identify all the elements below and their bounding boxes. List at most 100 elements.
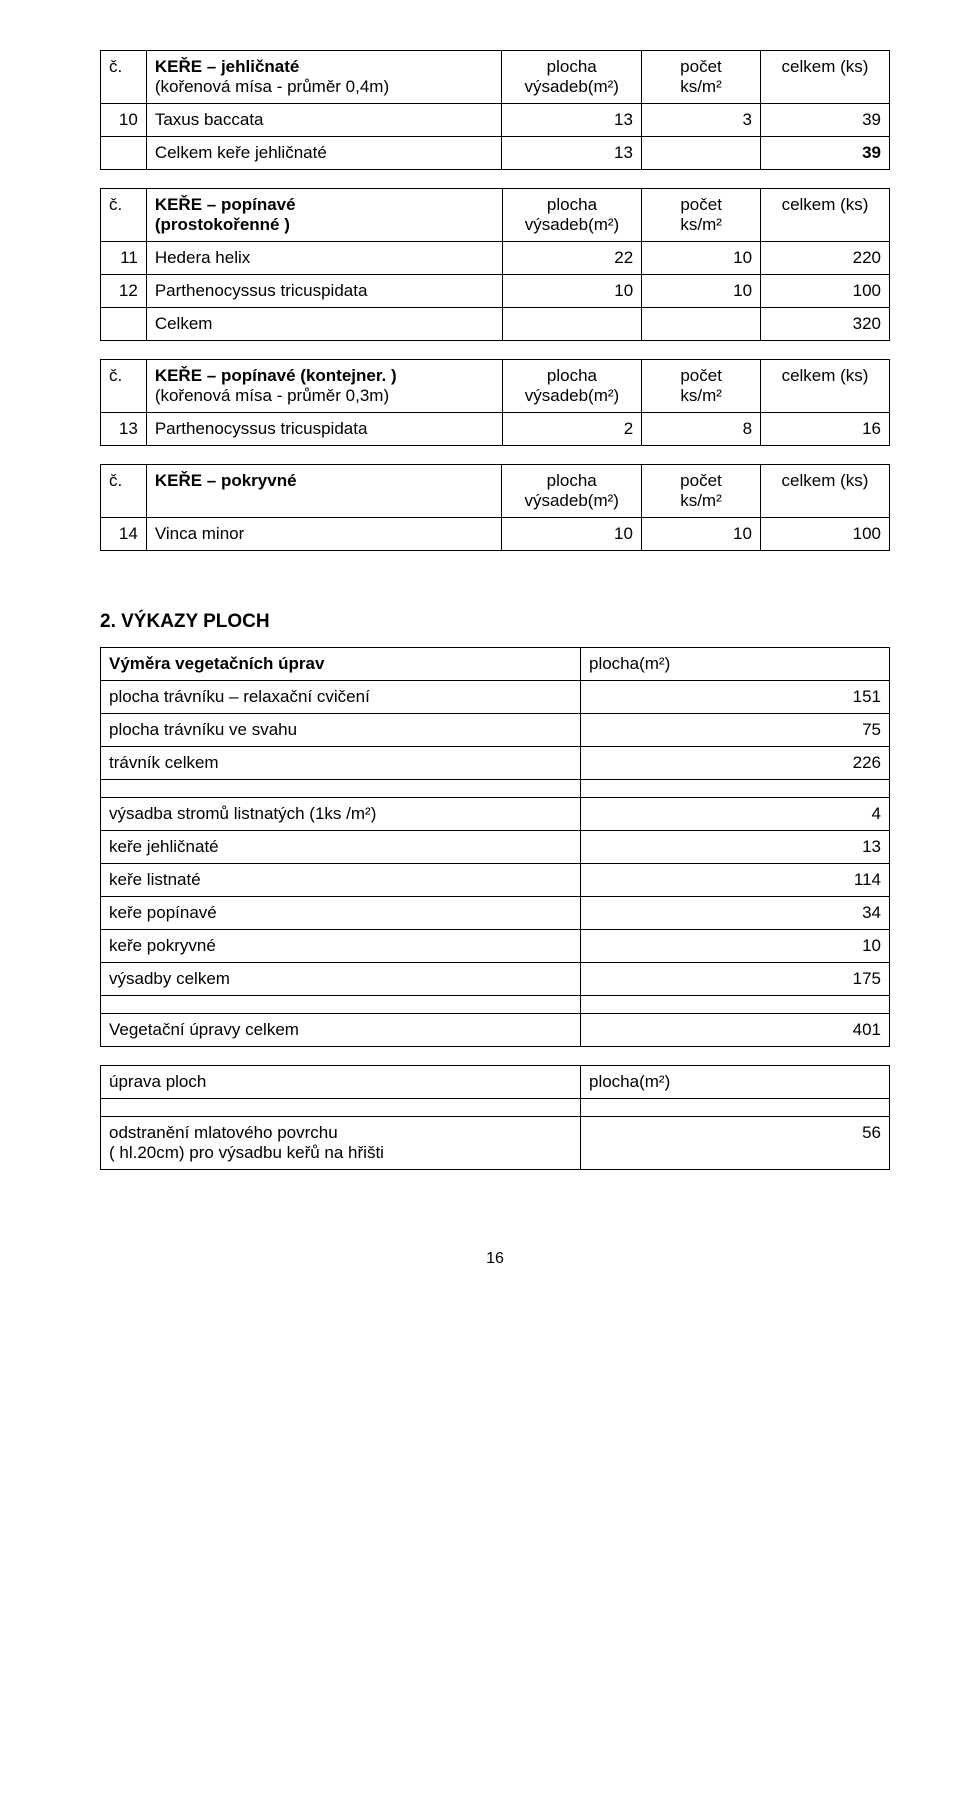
cell-name-line2: ( hl.20cm) pro výsadbu keřů na hřišti [109,1143,384,1162]
col-header-plocha: plocha výsadeb(m²) [502,51,642,104]
cell-name: keře jehličnaté [101,831,581,864]
cell-a [502,308,641,341]
cell-b: 3 [641,104,760,137]
cell-num: 13 [101,413,147,446]
cell-a: 10 [502,275,641,308]
col-header-pocet: počet ks/m² [641,51,760,104]
cell-val: 401 [581,1014,890,1047]
header-a1: plocha [547,57,597,76]
cell-num: 12 [101,275,147,308]
cell-c: 39 [760,104,889,137]
cell-b: 10 [642,242,761,275]
header-name-bold: KEŘE – popínavé [155,195,296,214]
cell-name: Taxus baccata [146,104,502,137]
cell-c: 100 [760,518,889,551]
section-title-vykazy-ploch: 2. VÝKAZY PLOCH [100,611,890,633]
cell-c: 320 [761,308,890,341]
col-header-plocha: plocha výsadeb(m²) [502,189,641,242]
header-name-bold: KEŘE – popínavé (kontejner. ) [155,366,397,385]
cell-name: plocha trávníku – relaxační cvičení [101,681,581,714]
cell-val: 13 [581,831,890,864]
table-row: 14 Vinca minor 10 10 100 [101,518,890,551]
col-header-plocha: plocha výsadeb(m²) [502,465,642,518]
header-b2: ks/m² [680,215,722,234]
cell-a: 22 [502,242,641,275]
header-a2: výsadeb(m²) [525,215,619,234]
col-header-name: úprava ploch [101,1066,581,1099]
cell-name: Vinca minor [146,518,502,551]
table-row: výsadby celkem175 [101,963,890,996]
cell-name: Celkem [146,308,502,341]
cell-a: 13 [502,137,642,170]
col-header-celkem: celkem (ks) [760,465,889,518]
col-header-celkem: celkem (ks) [761,360,890,413]
table-kere-jehlicnate: č. KEŘE – jehličnaté (kořenová mísa - pr… [100,50,890,170]
table-row-total: Vegetační úpravy celkem401 [101,1014,890,1047]
table-row: 11 Hedera helix 22 10 220 [101,242,890,275]
col-header-pocet: počet ks/m² [641,465,760,518]
col-header-name: Výměra vegetačních úprav [101,648,581,681]
col-header-pocet: počet ks/m² [642,189,761,242]
cell-val: 175 [581,963,890,996]
cell-name: Hedera helix [146,242,502,275]
cell-val: 226 [581,747,890,780]
header-a2: výsadeb(m²) [524,491,618,510]
cell-name: keře pokryvné [101,930,581,963]
cell-c: 220 [761,242,890,275]
cell-val: 56 [581,1117,890,1170]
cell-name: Parthenocyssus tricuspidata [146,275,502,308]
spacer-row [101,780,890,798]
col-header-pocet: počet ks/m² [642,360,761,413]
col-header-val: plocha(m²) [581,1066,890,1099]
cell-name: Vegetační úpravy celkem [101,1014,581,1047]
cell-name: plocha trávníku ve svahu [101,714,581,747]
table-row: odstranění mlatového povrchu ( hl.20cm) … [101,1117,890,1170]
cell-val: 34 [581,897,890,930]
cell-c: 39 [760,137,889,170]
header-b2: ks/m² [680,77,722,96]
header-name-sub: (kořenová mísa - průměr 0,4m) [155,77,389,96]
col-header-num: č. [101,465,147,518]
header-b1: počet [680,57,722,76]
cell-b: 10 [642,275,761,308]
cell-c: 100 [761,275,890,308]
cell-num [101,308,147,341]
table-row: keře jehličnaté13 [101,831,890,864]
cell-val: 10 [581,930,890,963]
cell-name: výsadby celkem [101,963,581,996]
table-vymera-vegetacnich-uprav: Výměra vegetačních úprav plocha(m²) ploc… [100,647,890,1047]
table-row: 12 Parthenocyssus tricuspidata 10 10 100 [101,275,890,308]
col-header-name: KEŘE – pokryvné [146,465,502,518]
col-header-val: plocha(m²) [581,648,890,681]
cell-a: 13 [502,104,642,137]
header-b1: počet [680,366,722,385]
table-row: keře listnaté114 [101,864,890,897]
col-header-num: č. [101,189,147,242]
table-row: trávník celkem226 [101,747,890,780]
header-b1: počet [680,471,722,490]
spacer-row [101,1099,890,1117]
header-a2: výsadeb(m²) [524,77,618,96]
header-a2: výsadeb(m²) [525,386,619,405]
table-row: plocha trávníku ve svahu75 [101,714,890,747]
header-name-sub: (prostokořenné ) [155,215,290,234]
col-header-name: KEŘE – popínavé (kontejner. ) (kořenová … [146,360,502,413]
table-uprava-ploch: úprava ploch plocha(m²) odstranění mlato… [100,1065,890,1170]
col-header-plocha: plocha výsadeb(m²) [502,360,641,413]
page-number: 16 [100,1250,890,1268]
table-row: plocha trávníku – relaxační cvičení151 [101,681,890,714]
spacer-row [101,996,890,1014]
cell-num: 11 [101,242,147,275]
header-name-bold: KEŘE – jehličnaté [155,57,300,76]
cell-name: keře popínavé [101,897,581,930]
cell-c: 16 [761,413,890,446]
table-row: 10 Taxus baccata 13 3 39 [101,104,890,137]
cell-b: 8 [642,413,761,446]
cell-val: 151 [581,681,890,714]
cell-name: Parthenocyssus tricuspidata [146,413,502,446]
table-row: 13 Parthenocyssus tricuspidata 2 8 16 [101,413,890,446]
table-row-total: Celkem 320 [101,308,890,341]
cell-name: keře listnaté [101,864,581,897]
cell-num: 14 [101,518,147,551]
col-header-celkem: celkem (ks) [761,189,890,242]
